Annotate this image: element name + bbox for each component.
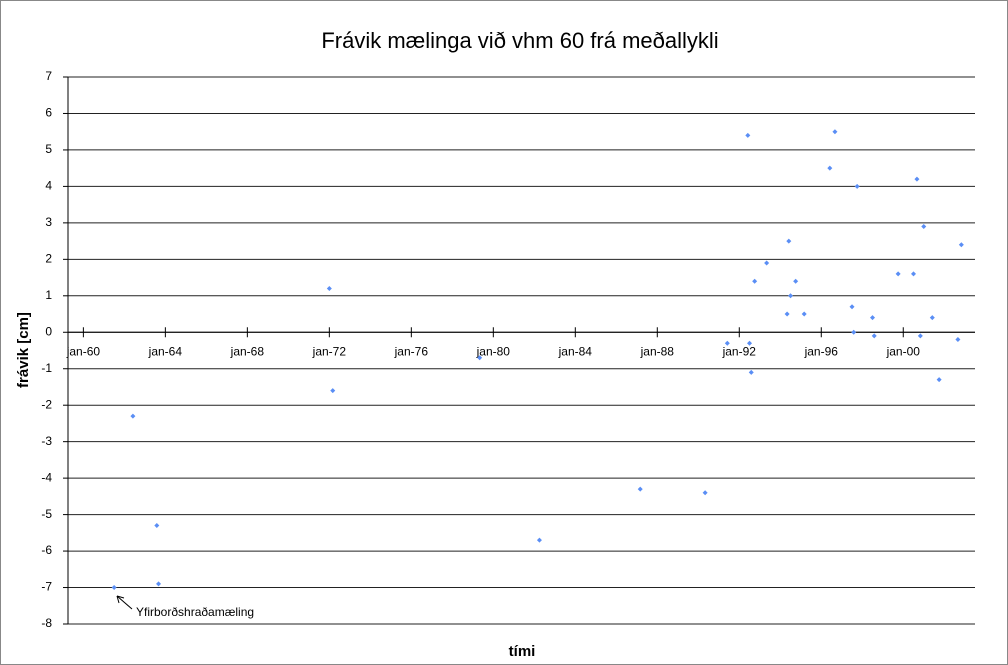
- x-tick-label: jan-72: [312, 344, 347, 358]
- data-point: [637, 486, 643, 492]
- data-point: [747, 340, 753, 346]
- data-point: [871, 333, 877, 339]
- annotation: Yfirborðshraðamæling: [136, 605, 254, 619]
- annotation-arrowhead: [116, 595, 125, 604]
- x-tick-label: jan-64: [148, 344, 183, 358]
- data-point: [929, 315, 935, 321]
- y-tick-label: 0: [45, 324, 52, 338]
- y-tick-label: 6: [45, 106, 52, 120]
- data-point: [154, 523, 160, 529]
- x-tick-label: jan-84: [558, 344, 593, 358]
- data-point: [786, 238, 792, 244]
- x-tick-label: jan-68: [230, 344, 265, 358]
- data-point: [917, 333, 923, 339]
- data-point: [895, 271, 901, 277]
- annotation-arrow: [116, 595, 133, 610]
- y-tick-label: -6: [41, 543, 52, 557]
- data-point: [788, 293, 794, 299]
- y-tick-label: 1: [45, 288, 52, 302]
- data-point: [764, 260, 770, 266]
- data-point: [130, 413, 136, 419]
- data-point: [911, 271, 917, 277]
- data-point: [921, 224, 927, 230]
- y-tick-label: 3: [45, 215, 52, 229]
- data-point: [958, 242, 964, 248]
- data-point: [854, 183, 860, 189]
- data-point: [326, 286, 332, 292]
- data-point: [111, 585, 117, 591]
- data-point: [914, 176, 920, 182]
- y-tick-label: -3: [41, 434, 52, 448]
- data-point: [156, 581, 162, 587]
- y-tick-label: 4: [45, 179, 52, 193]
- x-tick-label: jan-60: [66, 344, 101, 358]
- data-point: [849, 304, 855, 310]
- x-tick-label: jan-00: [886, 344, 921, 358]
- x-tick-label: jan-96: [804, 344, 839, 358]
- y-tick-label: -4: [41, 470, 52, 484]
- y-tick-label: -8: [41, 616, 52, 630]
- data-point: [536, 537, 542, 543]
- x-tick-label: jan-88: [640, 344, 675, 358]
- y-tick-label: -1: [41, 361, 52, 375]
- data-point: [752, 278, 758, 284]
- y-tick-label: -2: [41, 397, 52, 411]
- y-axis-title: frávik [cm]: [15, 312, 32, 388]
- x-tick-label: jan-80: [476, 344, 511, 358]
- data-point: [702, 490, 708, 496]
- chart-title: Frávik mælinga við vhm 60 frá meðallykli: [321, 28, 718, 53]
- data-point: [827, 165, 833, 171]
- data-point: [745, 132, 751, 138]
- y-tick-label: -5: [41, 507, 52, 521]
- y-tick-label: -7: [41, 580, 52, 594]
- y-tick-label: 5: [45, 142, 52, 156]
- data-point: [832, 129, 838, 135]
- x-tick-label: jan-76: [394, 344, 429, 358]
- data-point: [477, 355, 483, 361]
- data-point: [724, 340, 730, 346]
- x-axis-title: tími: [509, 643, 536, 660]
- data-point: [784, 311, 790, 317]
- y-tick-label: 2: [45, 252, 52, 266]
- data-point: [936, 377, 942, 383]
- y-tick-label: 7: [45, 69, 52, 83]
- data-point: [870, 315, 876, 321]
- data-point: [955, 337, 961, 343]
- data-point: [793, 278, 799, 284]
- data-point: [801, 311, 807, 317]
- data-point: [748, 369, 754, 375]
- data-point: [330, 388, 336, 394]
- data-point: [851, 329, 857, 335]
- x-tick-label: jan-92: [722, 344, 757, 358]
